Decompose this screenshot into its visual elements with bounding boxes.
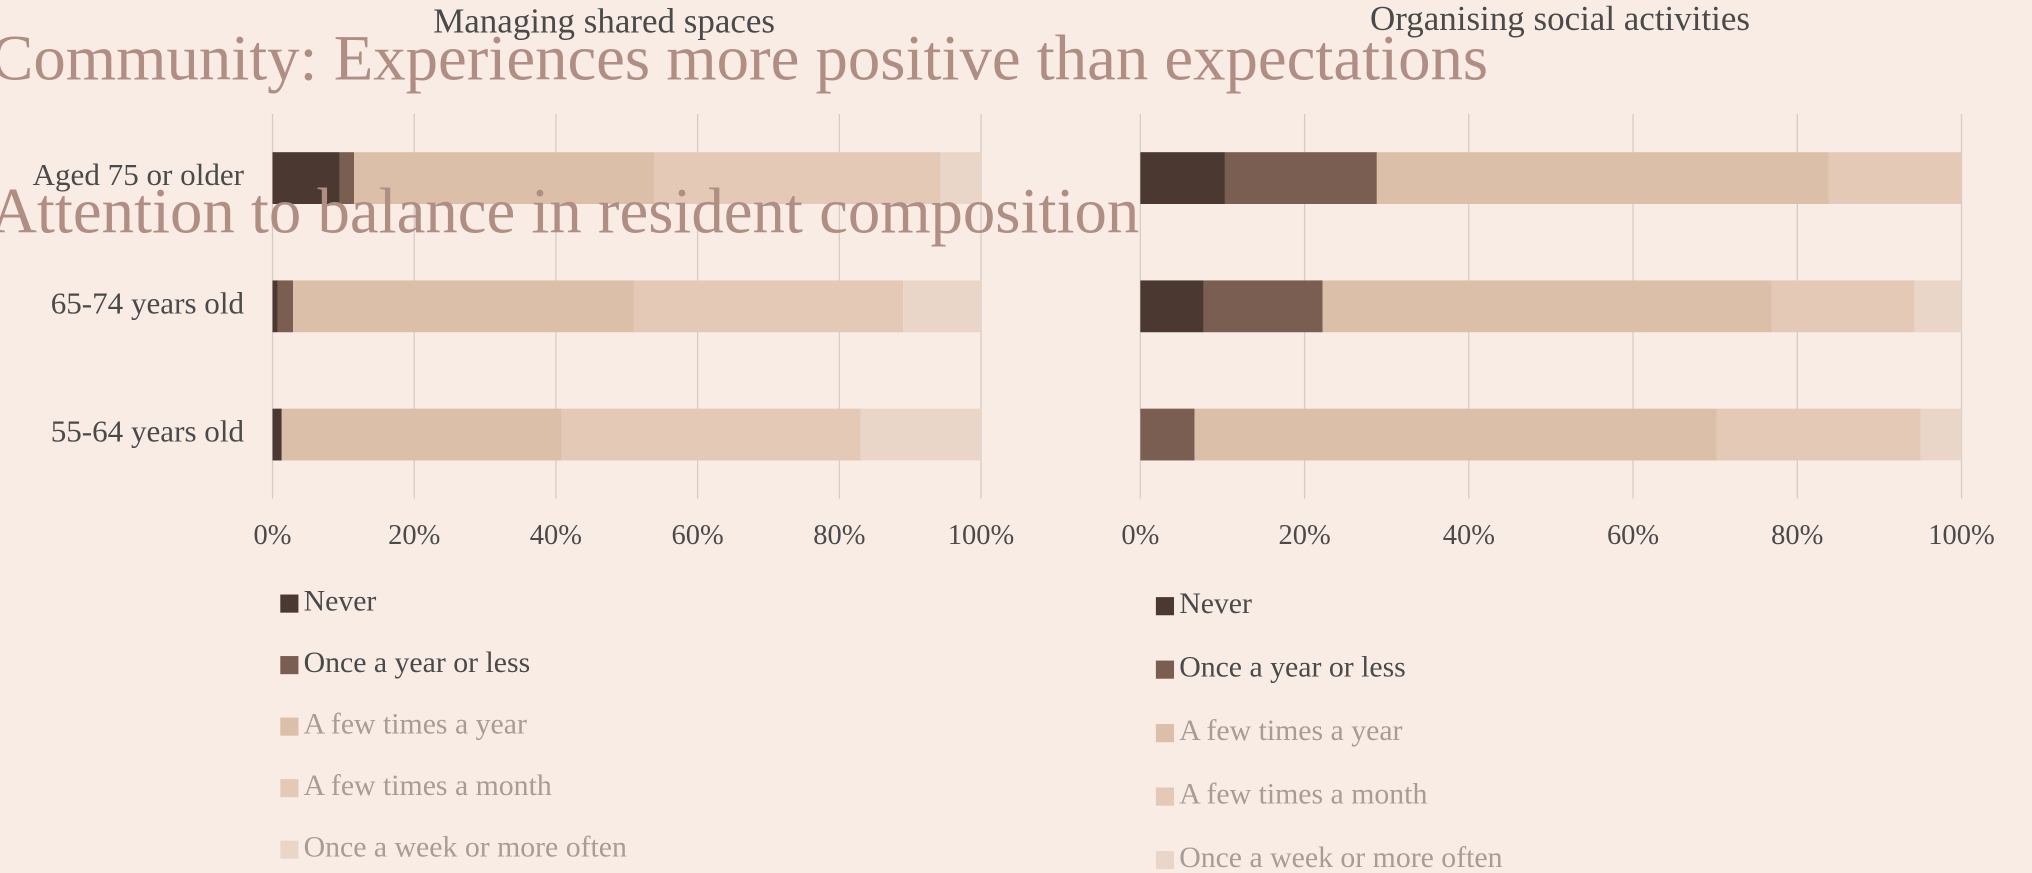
x-tick-label: 60% xyxy=(672,520,724,551)
x-tick-label: 0% xyxy=(254,520,292,551)
y-tick-label: Aged 75 or older xyxy=(33,157,245,192)
legend-label: Once a week or more often xyxy=(1179,841,1502,873)
legend-swatch xyxy=(280,779,299,798)
bar-segment xyxy=(1920,408,1962,461)
bar-segment xyxy=(903,280,982,333)
bar-segment xyxy=(339,152,355,205)
x-tick-label: 0% xyxy=(1121,520,1159,551)
legend-swatch xyxy=(280,594,299,613)
bar-segment xyxy=(1140,152,1225,205)
bar-segment xyxy=(272,152,340,205)
x-tick-label: 20% xyxy=(388,520,440,551)
bar-segment xyxy=(633,280,904,333)
legend-label: A few times a year xyxy=(304,707,527,740)
bar-segment xyxy=(1203,280,1323,333)
legend-swatch xyxy=(1155,724,1175,743)
legend-label: Never xyxy=(1179,587,1252,620)
legend-label: A few times a month xyxy=(1179,777,1427,810)
bar-segment xyxy=(1140,408,1195,461)
x-tick-label: 80% xyxy=(1771,520,1823,551)
legend-label: Never xyxy=(304,584,377,617)
legend-label: Once a year or less xyxy=(304,646,531,679)
bar-segment xyxy=(1828,152,1962,205)
bar-segment xyxy=(860,408,982,461)
bar-segment xyxy=(281,408,562,461)
bar-segment xyxy=(1322,280,1772,333)
x-tick-label: 40% xyxy=(1443,520,1495,551)
y-tick-label: 65-74 years old xyxy=(51,285,245,320)
chart-title: Attention to balance in resident composi… xyxy=(0,175,1139,247)
bar-segment xyxy=(1194,408,1717,461)
legend-swatch xyxy=(280,656,299,675)
bar-segment xyxy=(1224,152,1377,205)
legend-swatch xyxy=(280,717,299,736)
x-tick-label: 60% xyxy=(1607,520,1659,551)
chart-subtitle: Managing shared spaces xyxy=(433,2,775,41)
bar-segment xyxy=(354,152,655,205)
legend-swatch xyxy=(280,840,299,859)
legend-label: A few times a year xyxy=(1179,714,1402,747)
x-tick-label: 20% xyxy=(1278,520,1330,551)
legend-swatch xyxy=(1155,850,1175,870)
x-tick-label: 100% xyxy=(948,520,1014,551)
chart-title: Community: Experiences more positive tha… xyxy=(0,23,1488,95)
bar-segment xyxy=(940,152,982,205)
bar-segment xyxy=(1771,280,1915,333)
x-tick-label: 100% xyxy=(1928,520,1994,551)
bar-segment xyxy=(293,280,634,333)
legend-label: Once a year or less xyxy=(1179,650,1406,683)
bar-segment xyxy=(654,152,941,205)
bar-segment xyxy=(1716,408,1921,461)
bar-segment xyxy=(1376,152,1829,205)
y-tick-label: 55-64 years old xyxy=(51,414,245,449)
x-tick-label: 80% xyxy=(813,520,865,551)
legend-swatch xyxy=(1155,787,1175,806)
legend-label: A few times a month xyxy=(304,769,552,802)
bar-segment xyxy=(561,408,861,461)
bar-segment xyxy=(1914,280,1962,333)
x-tick-label: 40% xyxy=(530,520,582,551)
bar-segment xyxy=(277,280,294,333)
bar-segment xyxy=(272,280,278,333)
legend-swatch xyxy=(1155,597,1175,616)
bar-segment xyxy=(1140,280,1204,333)
bar-segment xyxy=(272,408,282,461)
legend-label: Once a week or more often xyxy=(304,831,627,864)
chart-subtitle: Organising social activities xyxy=(1370,0,1750,38)
legend-swatch xyxy=(1155,660,1175,679)
